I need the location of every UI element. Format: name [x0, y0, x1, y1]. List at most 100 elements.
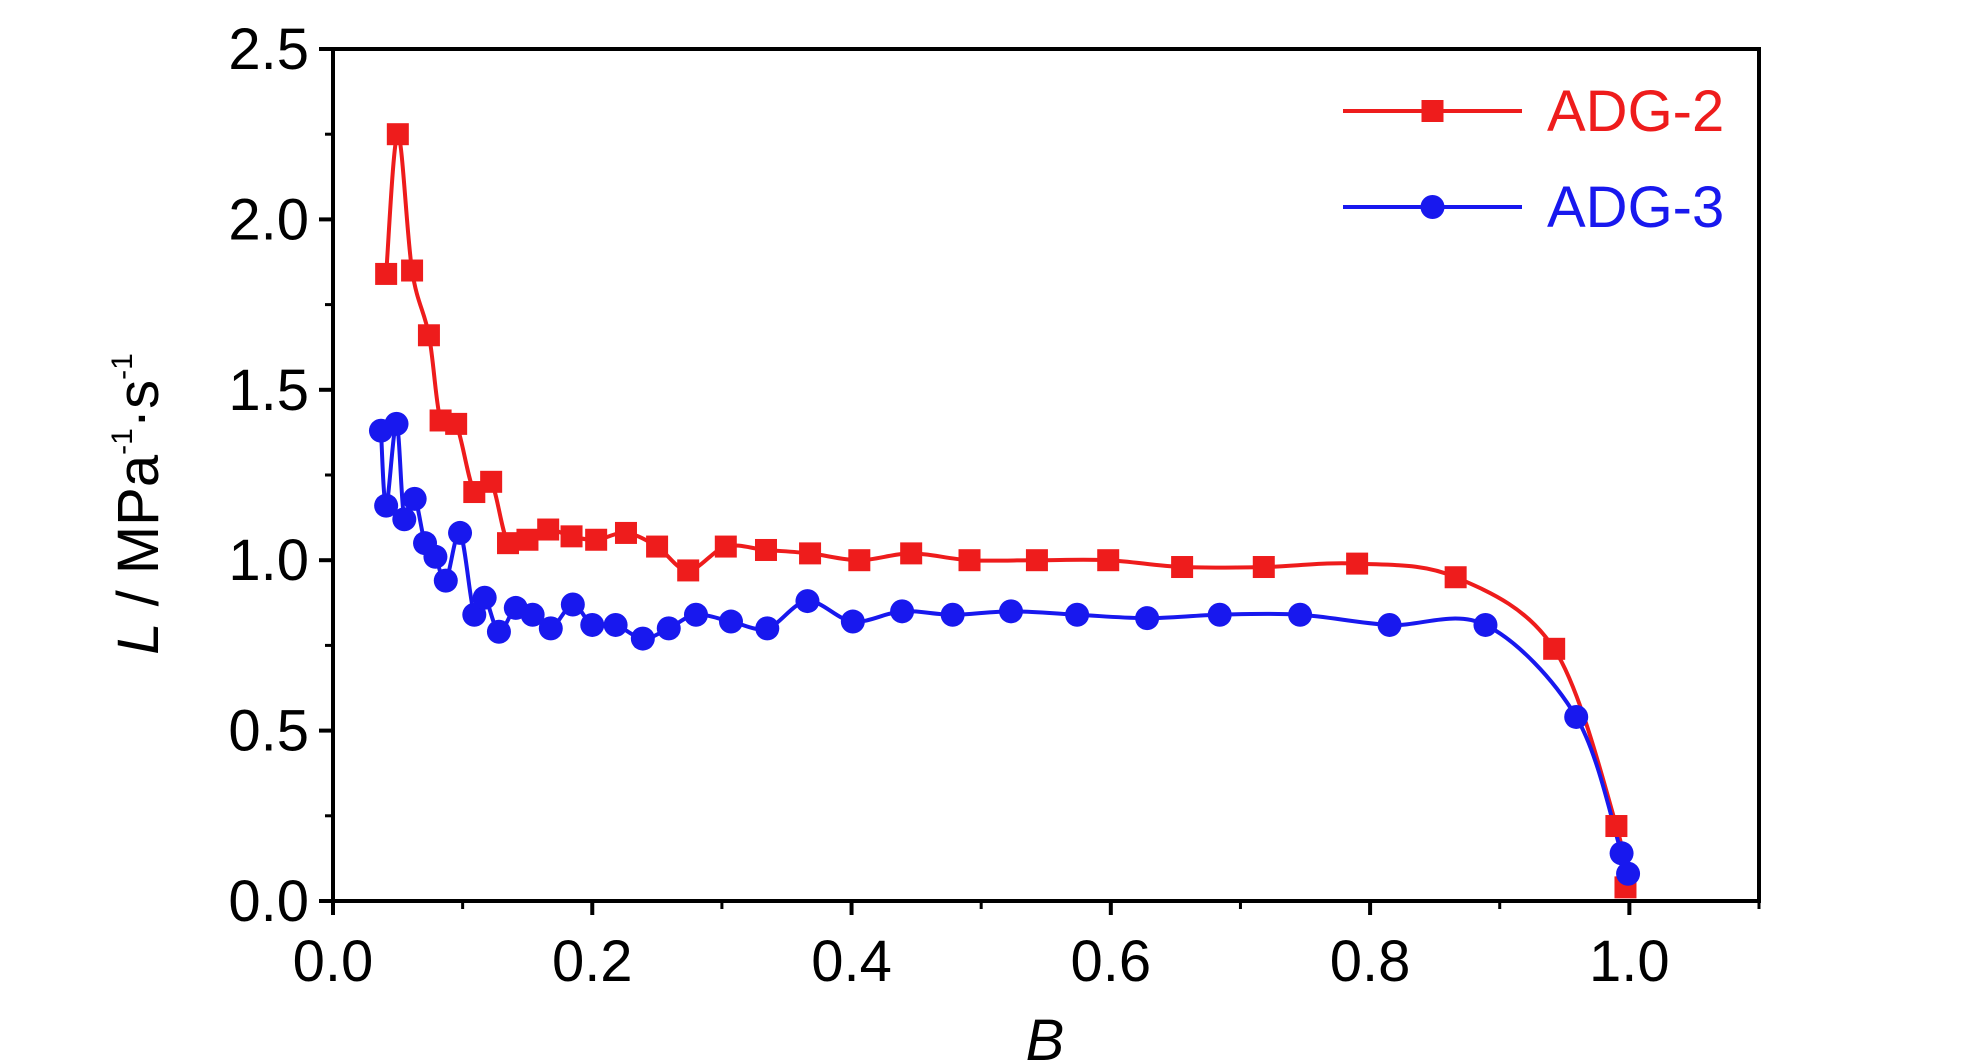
data-point [1564, 704, 1589, 729]
data-point [1097, 549, 1120, 572]
data-point [1543, 637, 1566, 660]
data-point [755, 616, 780, 641]
data-point [374, 493, 399, 518]
data-point [683, 602, 708, 627]
data-point [560, 525, 583, 548]
plot-frame [331, 47, 1761, 903]
data-point [1252, 556, 1275, 579]
data-point [1616, 861, 1641, 886]
data-point [463, 481, 486, 504]
y-axis-ticks [319, 47, 333, 903]
series-line-adg-2 [384, 132, 1628, 888]
data-point [890, 599, 915, 624]
series-lines [378, 132, 1630, 888]
y-axis-variable: L [106, 623, 171, 655]
data-point [754, 538, 777, 561]
legend-marker-circle [1420, 195, 1445, 219]
data-point [392, 507, 417, 532]
data-point [958, 549, 981, 572]
data-point [472, 585, 497, 610]
series-markers-adg-2 [375, 123, 1637, 899]
data-point [1171, 556, 1194, 579]
y-tick-label: 2.5 [228, 17, 309, 82]
data-point [998, 599, 1023, 624]
data-point [417, 324, 440, 347]
y-axis-unit-middle: ·s [106, 380, 171, 428]
data-point [401, 259, 424, 282]
data-point [848, 549, 871, 572]
data-point [585, 528, 608, 551]
data-point [386, 123, 409, 146]
legend-marker-square [1421, 100, 1444, 122]
data-point [537, 518, 560, 541]
data-point [486, 619, 511, 644]
y-tick-label: 1.5 [228, 358, 309, 423]
series-markers [368, 123, 1641, 899]
data-point [516, 528, 539, 551]
data-point [480, 470, 503, 493]
data-point [497, 532, 520, 555]
data-point [1605, 815, 1628, 838]
data-point [603, 612, 628, 637]
data-point [630, 626, 655, 651]
data-point [718, 609, 743, 634]
y-axis-unit-prefix: / MPa [106, 454, 171, 622]
legend-label: ADG-2 [1547, 79, 1724, 144]
y-axis-tick-labels: 0.0 0.5 1.0 1.5 2.0 2.5 [228, 17, 309, 934]
data-point [714, 535, 737, 558]
data-point [1377, 612, 1402, 637]
data-point [448, 520, 473, 545]
legend: ADG-2 ADG-3 [1343, 79, 1724, 240]
data-point [580, 612, 605, 637]
data-point [940, 602, 965, 627]
x-axis-ticks [331, 901, 1761, 915]
data-point [560, 592, 585, 617]
y-tick-label: 2.0 [228, 187, 309, 252]
data-point [1444, 566, 1467, 589]
data-point [614, 521, 637, 544]
data-point [1288, 602, 1313, 627]
data-point [900, 542, 923, 565]
data-point [402, 486, 427, 511]
y-axis-unit-exponent-2: -1 [106, 353, 139, 380]
x-tick-label: 0.2 [552, 929, 633, 994]
x-tick-label: 0.8 [1330, 929, 1411, 994]
data-point [677, 559, 700, 582]
data-point [646, 535, 669, 558]
y-axis-unit-exponent-1: -1 [106, 428, 139, 455]
x-tick-label: 0.4 [811, 929, 892, 994]
x-tick-label: 1.0 [1589, 929, 1670, 994]
data-point [1473, 612, 1498, 637]
data-point [799, 542, 822, 565]
legend-label: ADG-3 [1547, 175, 1724, 240]
y-tick-label: 1.0 [228, 528, 309, 593]
data-point [795, 589, 820, 614]
data-point [1135, 606, 1160, 631]
data-point [1346, 552, 1369, 575]
x-axis-tick-labels: 0.0 0.2 0.4 0.6 0.8 1.0 [293, 929, 1670, 994]
x-tick-label: 0.0 [293, 929, 374, 994]
data-point [423, 544, 448, 569]
data-point [520, 602, 545, 627]
data-point [1207, 602, 1232, 627]
data-point [445, 412, 468, 435]
data-point [1025, 549, 1048, 572]
x-axis-title: B [1026, 1008, 1065, 1063]
data-point [375, 262, 398, 285]
data-point [433, 568, 458, 593]
data-point [538, 616, 563, 641]
y-axis-title: L / MPa-1·s-1 [106, 353, 171, 655]
x-tick-label: 0.6 [1070, 929, 1151, 994]
data-point [1609, 841, 1634, 866]
legend-item-adg-3: ADG-3 [1343, 175, 1724, 240]
series-line-adg-3 [378, 421, 1630, 875]
legend-item-adg-2: ADG-2 [1343, 79, 1724, 144]
data-point [840, 609, 865, 634]
y-tick-label: 0.0 [228, 869, 309, 934]
y-tick-label: 0.5 [228, 699, 309, 764]
data-point [384, 411, 409, 436]
data-point [1065, 602, 1090, 627]
data-point [656, 616, 681, 641]
series-markers-adg-3 [368, 411, 1641, 886]
